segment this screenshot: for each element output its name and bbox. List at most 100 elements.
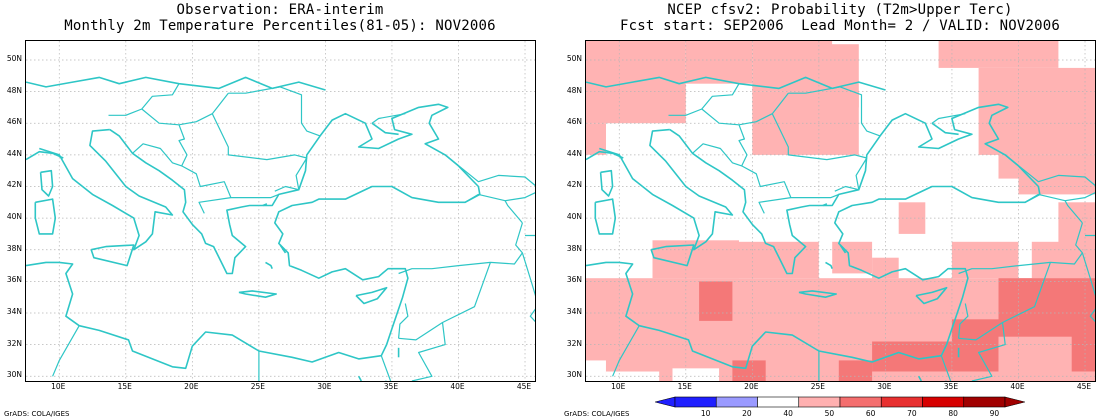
country-border — [701, 92, 789, 126]
country-border — [274, 185, 299, 192]
longitude-label: 45E — [516, 382, 532, 391]
probability-cell — [872, 257, 899, 279]
probability-cell — [685, 41, 753, 84]
coastline — [26, 103, 481, 370]
country-border — [295, 157, 308, 190]
colorbar-segment — [963, 396, 1006, 408]
country-border — [411, 322, 446, 381]
colorbar-segment — [839, 396, 882, 408]
latitude-label: 40N — [6, 212, 22, 222]
probability-gap — [586, 360, 606, 381]
latitude-label: 36N — [566, 275, 582, 285]
colorbar-segment — [674, 396, 717, 408]
grid-lines — [26, 41, 535, 381]
latitude-label: 48N — [6, 85, 22, 95]
colorbar-segments — [655, 396, 1025, 408]
colorbar-segment — [757, 396, 800, 408]
country-border — [834, 185, 859, 192]
country-border — [132, 143, 182, 167]
probability-shading — [586, 41, 1095, 381]
borders — [612, 83, 1095, 381]
coastline — [265, 261, 273, 270]
latitude-label: 46N — [6, 117, 22, 127]
longitude-label: 30E — [317, 382, 332, 391]
longitude-label: 30E — [877, 382, 892, 391]
latitude-label: 46N — [566, 117, 582, 127]
colorbar-segment — [922, 396, 965, 408]
coastline — [34, 198, 57, 235]
country-border — [738, 124, 792, 214]
latitude-label: 30N — [566, 370, 582, 380]
longitude-label: 10E — [611, 382, 626, 391]
country-border — [971, 322, 1006, 381]
country-border — [612, 325, 640, 377]
forecast-map — [585, 40, 1096, 382]
latitude-label: 44N — [566, 148, 582, 158]
longitude-label: 40E — [450, 382, 465, 391]
probability-cell — [1031, 241, 1095, 279]
country-border — [52, 325, 80, 377]
country-border — [692, 143, 742, 167]
latitude-label: 50N — [566, 53, 582, 63]
coastline — [90, 244, 135, 267]
coastline — [262, 203, 268, 207]
longitude-label: 15E — [117, 382, 132, 391]
country-border — [211, 113, 307, 161]
coastline — [599, 169, 614, 197]
colorbar-label: 20 — [742, 409, 752, 418]
coastline — [26, 150, 64, 161]
probability-cell — [938, 41, 1059, 68]
coastline — [279, 244, 287, 254]
forecast-title: NCEP cfsv2: Probability (T2m>Upper Terc) — [667, 2, 1013, 18]
country-border — [788, 86, 881, 137]
coastline — [586, 150, 624, 161]
forecast-subtitle: Fcst start: SEP2006 Lead Month= 2 / VALI… — [619, 18, 1061, 34]
country-border — [855, 157, 868, 190]
country-border — [141, 92, 229, 126]
coastline — [238, 290, 277, 299]
coastline — [371, 122, 399, 136]
observation-map — [25, 40, 536, 382]
latitude-label: 38N — [6, 243, 22, 253]
country-border — [398, 222, 523, 275]
coastline — [357, 375, 363, 381]
country-border — [398, 303, 409, 339]
colorbar-label: 10 — [700, 409, 711, 418]
country-border — [230, 193, 280, 199]
country-border — [464, 192, 535, 203]
country-border — [380, 355, 392, 381]
longitude-label: 20E — [184, 382, 199, 391]
colorbar-label: 80 — [948, 409, 958, 418]
country-border — [931, 113, 966, 124]
coastline — [825, 261, 833, 270]
coastlines — [586, 76, 1041, 381]
probability-cell — [699, 281, 733, 321]
coastline — [39, 128, 174, 251]
latitude-label: 42N — [566, 180, 582, 190]
country-border — [940, 355, 952, 381]
coastline — [915, 286, 948, 305]
observation-subtitle: Monthly 2m Temperature Percentiles(81-05… — [64, 18, 496, 34]
coastlines — [26, 76, 481, 381]
probability-cell — [951, 319, 999, 372]
country-border — [228, 86, 321, 137]
country-border — [668, 83, 740, 116]
probability-colorbar: 10 20 40 50 60 70 80 90 — [655, 396, 1025, 420]
coastline — [931, 122, 959, 136]
latitude-label: 38N — [566, 243, 582, 253]
longitude-label: 35E — [943, 382, 959, 391]
country-border — [1081, 252, 1095, 323]
probability-cell — [838, 360, 873, 381]
country-border — [958, 303, 969, 339]
latitude-label: 30N — [6, 370, 22, 380]
latitude-label: 50N — [6, 53, 22, 63]
country-border — [108, 83, 180, 116]
coastline — [355, 286, 388, 305]
country-border — [521, 252, 535, 323]
country-border — [1064, 200, 1083, 224]
latitude-label: 32N — [566, 338, 582, 348]
longitude-label: 10E — [51, 382, 66, 391]
probability-cell — [978, 67, 1095, 155]
coastline — [822, 203, 828, 207]
observation-credit: GrADS: COLA/IGES — [4, 410, 70, 418]
